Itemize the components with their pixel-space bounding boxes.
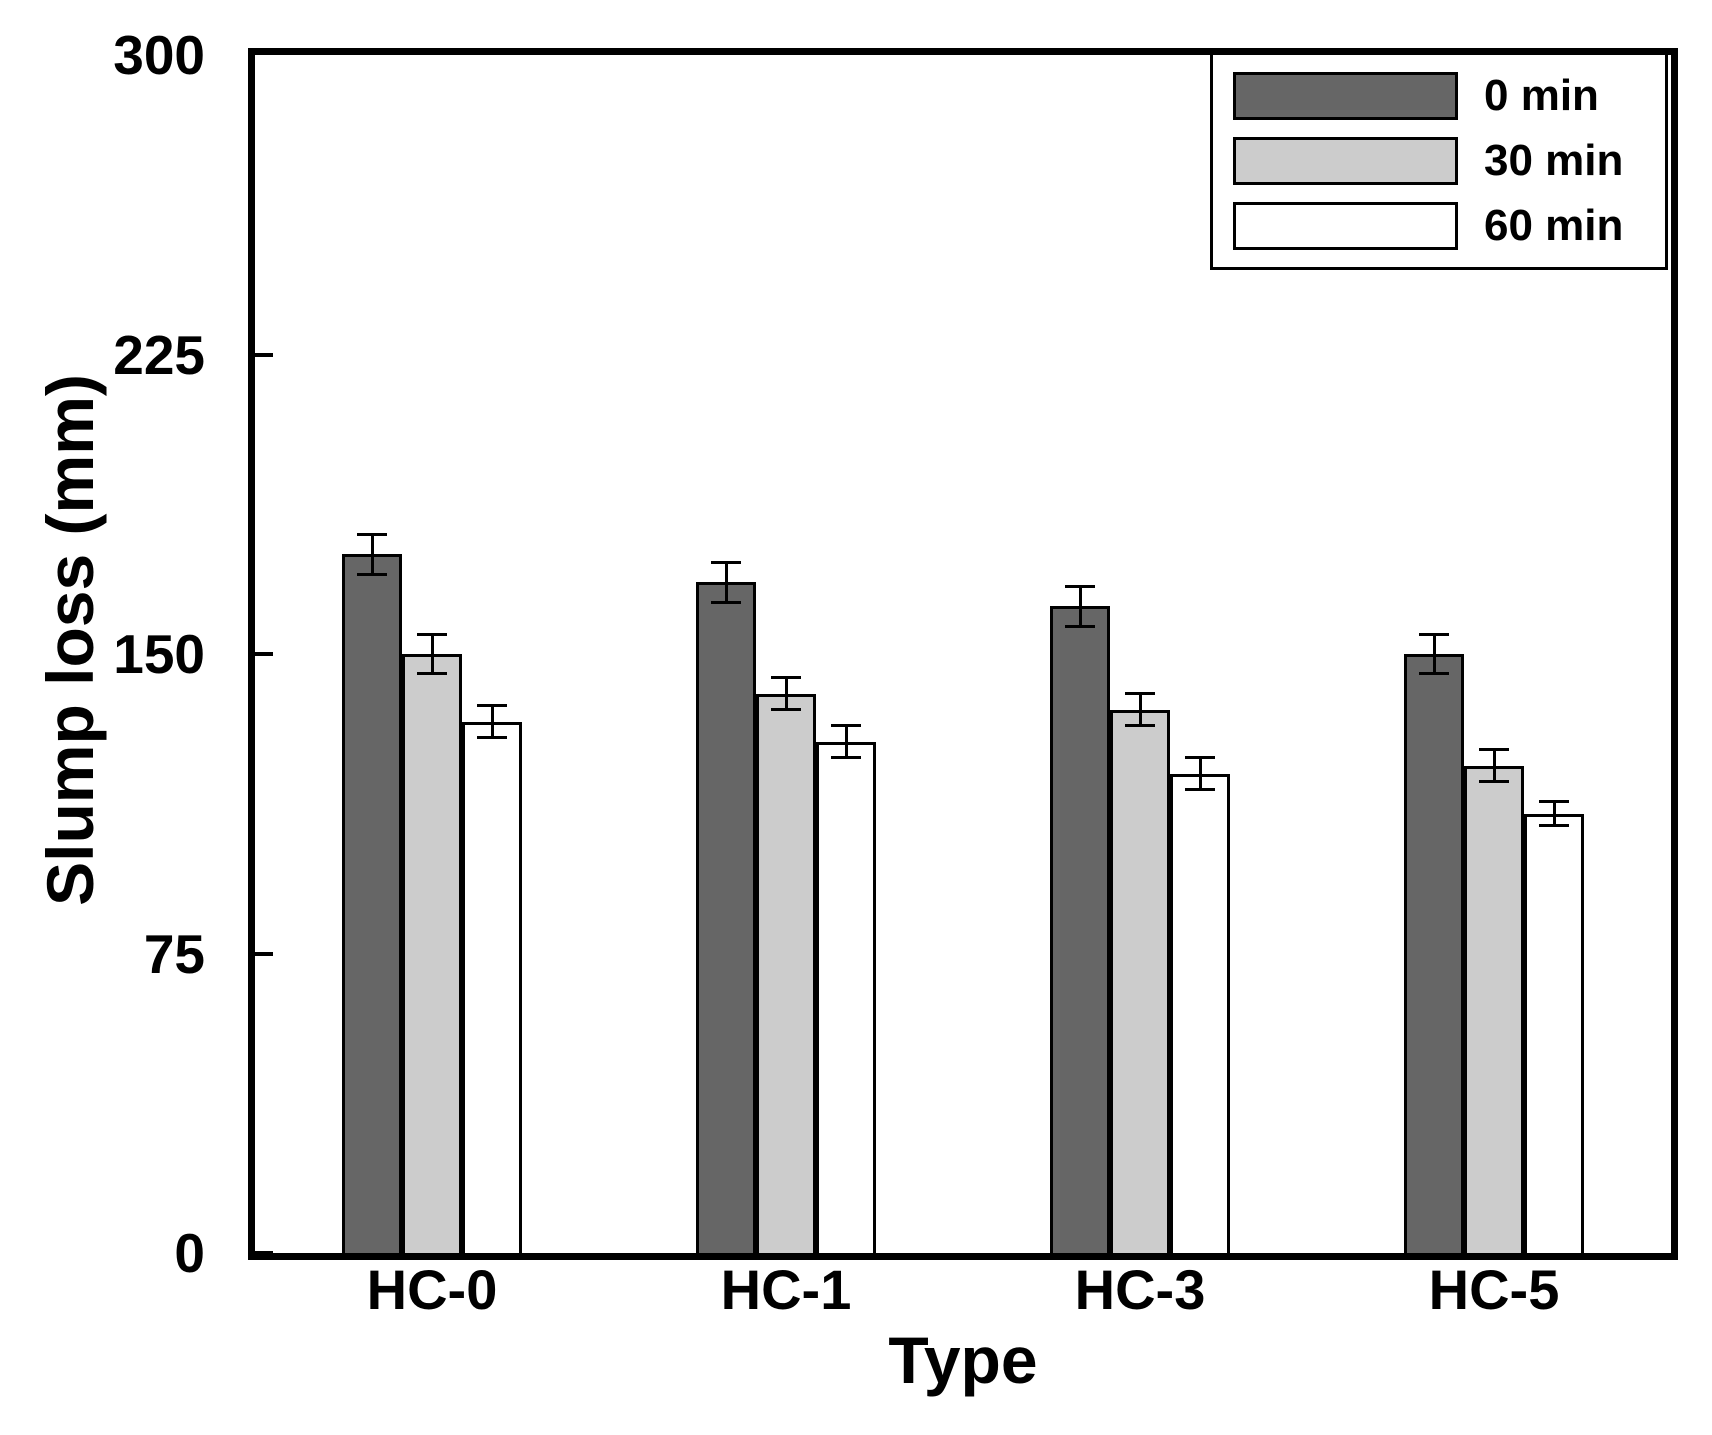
x-axis-title: Type	[888, 1323, 1038, 1397]
x-tick-label-HC-3: HC-3	[1074, 1258, 1206, 1321]
bar-HC-5-0min	[1404, 654, 1464, 1256]
error-cap-bottom-HC-3-60min	[1185, 788, 1215, 792]
legend-swatch-0min	[1233, 72, 1458, 120]
error-cap-bottom-HC-1-60min	[831, 756, 861, 760]
y-tick-label-225: 225	[113, 323, 205, 386]
y-tick-225	[255, 352, 273, 357]
error-cap-bottom-HC-5-60min	[1539, 824, 1569, 828]
legend-label-0min: 0 min	[1484, 71, 1599, 120]
bar-HC-5-30min	[1464, 765, 1524, 1256]
error-cap-bottom-HC-5-0min	[1419, 672, 1449, 676]
error-bar-HC-5-30min	[1492, 749, 1496, 782]
legend: 0 min 30 min 60 min	[1210, 52, 1668, 270]
error-bar-HC-3-0min	[1078, 586, 1082, 627]
legend-swatch-60min	[1233, 202, 1458, 250]
legend-entry-30min: 30 min	[1233, 137, 1665, 185]
legend-entry-0min: 0 min	[1233, 72, 1665, 120]
bar-HC-1-60min	[816, 741, 876, 1256]
error-cap-top-HC-5-0min	[1419, 632, 1449, 636]
error-cap-bottom-HC-0-30min	[417, 672, 447, 676]
y-tick-label-0: 0	[174, 1222, 205, 1284]
bar-HC-0-0min	[342, 554, 402, 1256]
error-bar-HC-0-0min	[370, 534, 374, 575]
error-cap-top-HC-0-30min	[417, 632, 447, 636]
bar-HC-1-0min	[696, 582, 756, 1256]
x-tick-label-HC-1: HC-1	[720, 1258, 852, 1321]
legend-swatch-30min	[1233, 137, 1458, 185]
y-tick-75	[255, 951, 273, 956]
y-tick-label-150: 150	[113, 623, 205, 685]
bar-HC-0-60min	[462, 721, 522, 1256]
error-bar-HC-5-60min	[1552, 801, 1556, 826]
error-cap-bottom-HC-0-60min	[477, 736, 507, 740]
error-bar-HC-0-30min	[430, 634, 434, 674]
error-cap-bottom-HC-0-0min	[357, 572, 387, 576]
error-cap-top-HC-1-60min	[831, 724, 861, 728]
bar-HC-3-0min	[1050, 606, 1110, 1256]
error-cap-top-HC-0-60min	[477, 704, 507, 708]
x-tick-label-HC-5: HC-5	[1428, 1258, 1560, 1321]
error-cap-top-HC-3-0min	[1065, 584, 1095, 588]
legend-entry-60min: 60 min	[1233, 202, 1665, 250]
x-tick-label-HC-0: HC-0	[366, 1258, 498, 1321]
error-cap-top-HC-5-30min	[1479, 748, 1509, 752]
y-tick-0	[255, 1251, 273, 1255]
error-cap-bottom-HC-1-30min	[771, 708, 801, 712]
y-tick-label-300: 300	[113, 24, 205, 86]
error-cap-top-HC-0-0min	[357, 532, 387, 536]
y-tick-150	[255, 652, 273, 656]
error-bar-HC-3-60min	[1198, 757, 1202, 790]
error-cap-top-HC-1-0min	[711, 560, 741, 564]
error-bar-HC-5-0min	[1432, 634, 1436, 674]
error-cap-bottom-HC-5-30min	[1479, 780, 1509, 784]
error-bar-HC-1-0min	[724, 562, 728, 603]
bar-HC-3-30min	[1110, 709, 1170, 1256]
y-tick-label-75: 75	[143, 922, 205, 985]
error-cap-top-HC-5-60min	[1539, 800, 1569, 804]
error-cap-top-HC-1-30min	[771, 676, 801, 680]
bar-HC-1-30min	[756, 693, 816, 1256]
error-cap-bottom-HC-3-0min	[1065, 624, 1095, 628]
bar-HC-3-60min	[1170, 773, 1230, 1256]
error-cap-bottom-HC-3-30min	[1125, 724, 1155, 728]
error-cap-top-HC-3-30min	[1125, 692, 1155, 696]
error-bar-HC-0-60min	[490, 705, 494, 738]
error-bar-HC-1-60min	[844, 725, 848, 758]
legend-label-30min: 30 min	[1484, 136, 1624, 185]
bar-HC-5-60min	[1524, 813, 1584, 1256]
bar-HC-0-30min	[402, 654, 462, 1256]
legend-label-60min: 60 min	[1484, 201, 1624, 250]
error-cap-top-HC-3-60min	[1185, 756, 1215, 760]
error-bar-HC-3-30min	[1138, 693, 1142, 726]
error-cap-bottom-HC-1-0min	[711, 600, 741, 604]
error-bar-HC-1-30min	[784, 677, 788, 710]
